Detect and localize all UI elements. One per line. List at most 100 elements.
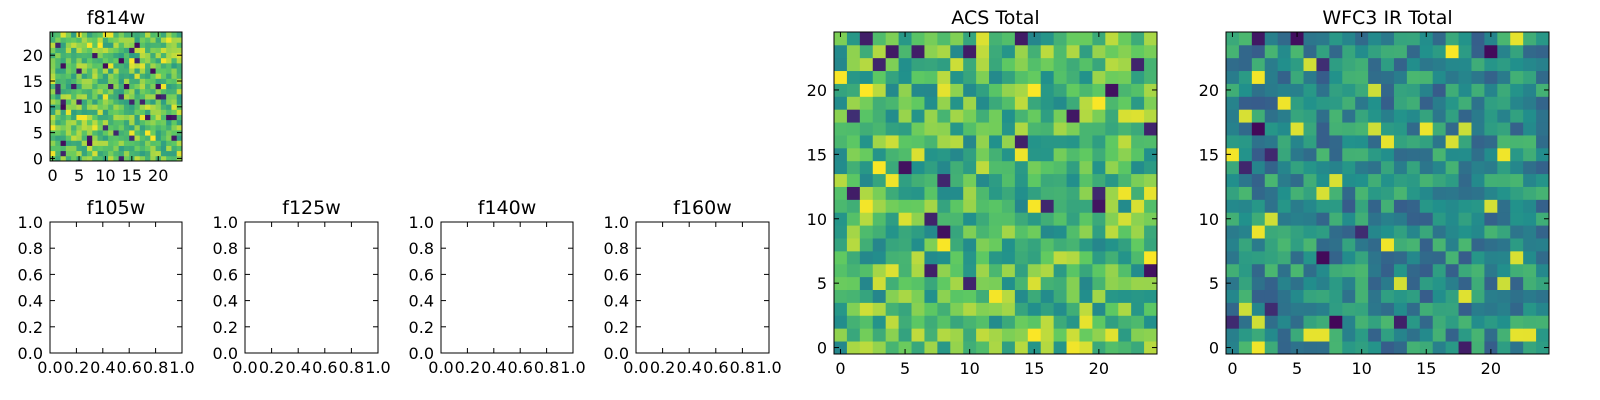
wfc3-ir-total-pixel-cell [1290, 238, 1304, 252]
f814w-pixel-cell [166, 68, 172, 74]
acs-total-pixel-cell [872, 302, 887, 316]
acs-total-pixel-cell [1040, 302, 1055, 316]
acs-total-pixel-cell [872, 315, 887, 329]
acs-total-pixel-cell [898, 289, 912, 303]
wfc3-ir-total-pixel-cell [1497, 70, 1511, 84]
f814w-pixel-cell [65, 99, 72, 105]
wfc3-ir-total-pixel-cell [1277, 302, 1291, 316]
acs-total-pixel-cell [1079, 276, 1093, 290]
wfc3-ir-total-pixel-cell [1329, 276, 1343, 290]
f814w-pixel-cell [145, 114, 151, 121]
f814w-pixel-cell [92, 104, 98, 110]
wfc3-ir-total-pixel-cell [1471, 32, 1485, 46]
wfc3-ir-total-pixel-cell [1342, 57, 1356, 72]
wfc3-ir-total-pixel-cell [1497, 238, 1511, 252]
acs-total-pixel-cell [1027, 341, 1042, 355]
f814w-pixel-cell [176, 119, 183, 126]
f814w-pixel-cell [166, 119, 172, 126]
acs-total-pixel-cell [834, 160, 848, 175]
f814w-pixel-cell [60, 109, 67, 115]
wfc3-ir-total-pixel-cell [1342, 276, 1356, 290]
acs-total-pixel-cell [976, 160, 990, 175]
wfc3-ir-total-pixel-cell [1277, 289, 1291, 303]
acs-total-pixel-cell [911, 44, 925, 59]
f814w-pixel-cell [50, 57, 56, 64]
f814w-pixel-cell [55, 57, 61, 64]
acs-total-pixel-cell [989, 186, 1003, 200]
acs-total-pixel-cell [1118, 315, 1132, 329]
wfc3-ir-total-pixel-cell [1406, 160, 1421, 175]
acs-total-pixel-cell [950, 250, 964, 265]
f814w-pixel-cell [118, 140, 125, 146]
acs-total-pixel-cell [924, 199, 938, 213]
f814w-pixel-cell [102, 73, 109, 79]
acs-total-pixel-cell [1118, 212, 1132, 226]
acs-total-pixel-cell [1105, 315, 1119, 329]
acs-total-pixel-cell [1053, 147, 1067, 162]
acs-total-pixel-cell [1053, 83, 1067, 97]
wfc3-ir-total-pixel-cell [1471, 96, 1485, 110]
wfc3-ir-total-pixel-cell [1523, 109, 1537, 123]
f814w-pixel-cell [160, 130, 167, 136]
wfc3-ir-total-pixel-cell [1419, 302, 1434, 316]
acs-total-pixel-cell [834, 122, 848, 136]
f814w-pixel-cell [139, 68, 146, 74]
wfc3-ir-total-pixel-cell [1342, 328, 1356, 342]
wfc3-ir-total-pixel-cell [1393, 96, 1408, 110]
f814w-pixel-cell [102, 145, 109, 152]
f814w-pixel-cell [97, 78, 104, 84]
acs-total-pixel-cell [1105, 199, 1119, 213]
acs-total-pixel-cell [976, 57, 990, 72]
acs-total-pixel-cell [1053, 57, 1067, 72]
wfc3-ir-total-pixel-cell [1251, 57, 1266, 72]
wfc3-ir-total-pixel-cell [1523, 147, 1537, 162]
acs-total-pixel-cell [989, 83, 1003, 97]
f814w-pixel-cell [76, 140, 83, 146]
f814w-pixel-cell [102, 99, 109, 105]
f814w-x-tick-label: 15 [122, 166, 142, 185]
acs-total-pixel-cell [1105, 96, 1119, 110]
wfc3-ir-total-pixel-cell [1251, 199, 1266, 213]
f125w-x-tick-label: 0.4 [285, 358, 310, 377]
acs-total-pixel-cell [1092, 238, 1106, 252]
f140w-title: f140w [478, 197, 537, 219]
f814w-pixel-cell [113, 114, 120, 121]
acs-total-pixel-cell [846, 147, 861, 162]
wfc3-ir-total-pixel-cell [1342, 160, 1356, 175]
wfc3-ir-total-pixel-cell [1393, 160, 1408, 175]
f814w-pixel-cell [108, 37, 114, 43]
wfc3-ir-total-pixel-cell [1251, 122, 1266, 136]
f814w-pixel-cell [108, 57, 114, 64]
wfc3-ir-total-pixel-cell [1290, 44, 1304, 59]
f814w-pixel-cell [81, 37, 88, 43]
f814w-pixel-cell [145, 93, 151, 100]
f814w-pixel-cell [97, 104, 104, 110]
f814w-pixel-cell [92, 37, 98, 43]
wfc3-ir-total-pixel-cell [1290, 328, 1304, 342]
f814w-pixel-cell [139, 124, 146, 131]
wfc3-ir-total-pixel-cell [1510, 32, 1524, 46]
acs-total-pixel-cell [911, 315, 925, 329]
acs-total-pixel-cell [924, 276, 938, 290]
wfc3-ir-total-pixel-cell [1471, 160, 1485, 175]
f814w-pixel-cell [134, 78, 141, 84]
f814w-pixel-cell [55, 124, 61, 131]
acs-total-pixel-cell [1144, 212, 1158, 226]
acs-total-pixel-cell [1105, 328, 1119, 342]
acs-total-pixel-cell [1118, 276, 1132, 290]
wfc3-ir-total-pixel-cell [1471, 289, 1485, 303]
acs-total-pixel-cell [872, 70, 887, 84]
acs-total-pixel-cell [989, 57, 1003, 72]
acs-total-pixel-cell [989, 199, 1003, 213]
acs-total-pixel-cell [859, 328, 874, 342]
wfc3-ir-total-pixel-cell [1316, 199, 1330, 213]
f814w-pixel-cell [108, 140, 114, 146]
f125w-x-tick-label: 1.0 [365, 358, 390, 377]
wfc3-ir-total-pixel-cell [1484, 302, 1498, 316]
acs-total-pixel-cell [846, 70, 861, 84]
acs-total-pixel-cell [911, 289, 925, 303]
acs-total-pixel-cell [950, 173, 964, 187]
wfc3-ir-total-pixel-cell [1406, 70, 1421, 84]
f814w-pixel-cell [81, 68, 88, 74]
f814w-pixel-cell [97, 88, 104, 95]
